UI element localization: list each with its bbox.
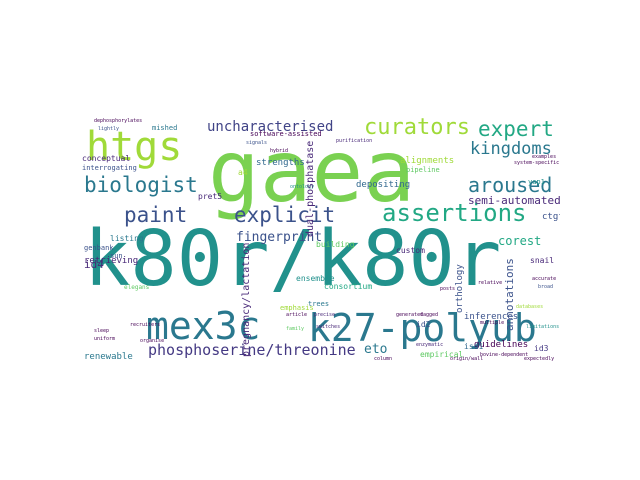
word-signals: signals bbox=[246, 140, 268, 146]
word-phosphoserine-threonine: phosphoserine/threonine bbox=[148, 341, 356, 359]
word-dephosphorylates: dephosphorylates bbox=[94, 118, 143, 124]
word-purification: purification bbox=[336, 138, 373, 144]
word-conceptual: conceptual bbox=[82, 154, 131, 163]
word-bovine-dependent: bovine-dependent bbox=[480, 352, 529, 358]
word-k27-polyub: k27-polyub bbox=[308, 306, 537, 350]
word-snail: snail bbox=[530, 256, 555, 265]
word-ensemble: ensemble bbox=[296, 274, 335, 283]
word-paint: paint bbox=[124, 203, 188, 227]
word-yap1: yap1 bbox=[528, 178, 545, 186]
word-software-assisted: software-assisted bbox=[250, 130, 322, 138]
word-gaea: gaea bbox=[208, 122, 416, 222]
word-system-specific: system-specific bbox=[514, 160, 560, 166]
word-consortium: consortium bbox=[324, 282, 373, 291]
word-aroused: aroused bbox=[468, 173, 553, 197]
word-column: column bbox=[374, 356, 393, 362]
word-examples: examples bbox=[532, 154, 557, 160]
word-sun: sun bbox=[110, 252, 123, 260]
word-family: family bbox=[286, 326, 305, 332]
word-interrogating: interrogating bbox=[82, 164, 137, 172]
word-sleep: sleep bbox=[94, 328, 110, 334]
word-biologist: biologist bbox=[84, 173, 198, 197]
word-expert: expert bbox=[478, 117, 554, 141]
word-k80r-k80r: k80r/k80r bbox=[84, 215, 502, 304]
word-multiple: multiple bbox=[480, 320, 505, 326]
word-retrieving: retrieving bbox=[84, 256, 139, 266]
word-trees: trees bbox=[308, 300, 330, 308]
word-lightly: lightly bbox=[98, 126, 120, 132]
word-cloud: gaea k80r/k80r mex3c k27-polyub htgs cur… bbox=[80, 117, 560, 367]
word-mex3c: mex3c bbox=[146, 304, 261, 348]
word-ontology: ontology bbox=[290, 184, 315, 190]
word-depositing: depositing bbox=[356, 180, 411, 190]
word-assertions: assertions bbox=[382, 199, 527, 227]
word-custom: custom bbox=[396, 246, 425, 255]
word-empirical: empirical bbox=[420, 350, 464, 359]
word-explicit: explicit bbox=[234, 203, 336, 227]
word-organise: organise bbox=[140, 338, 165, 344]
word-genbank: genbank bbox=[84, 244, 114, 252]
word-corest: corest bbox=[498, 234, 542, 248]
word-alignments: alignments bbox=[400, 156, 455, 166]
word-isd1: isd1 bbox=[464, 342, 484, 351]
word-a4: a4 bbox=[238, 168, 248, 177]
word-orthology: orthology bbox=[455, 264, 465, 313]
word-eto: eto bbox=[364, 342, 388, 357]
word-listing: listing bbox=[110, 234, 144, 243]
word-inferences: inferences bbox=[464, 312, 519, 322]
word-htgs: htgs bbox=[86, 124, 183, 170]
word-fingerprint: fingerprint bbox=[236, 230, 323, 245]
word-hybrid: hybrid bbox=[270, 148, 289, 154]
word-switches: switches bbox=[316, 324, 341, 330]
word-posts: posts bbox=[440, 286, 456, 292]
word-building: building bbox=[316, 240, 355, 249]
word-id4: id4 bbox=[84, 258, 104, 271]
word-curators: curators bbox=[364, 117, 470, 140]
word-pregnancy-lactation: pregnancy/lactation bbox=[241, 242, 252, 357]
word-uncharacterised: uncharacterised bbox=[207, 119, 334, 135]
word-ctgf: ctgf bbox=[542, 212, 560, 222]
word-origin-wall: origin/wall bbox=[450, 356, 484, 362]
word-guidelines: guidelines bbox=[474, 340, 529, 350]
word-broad: broad bbox=[538, 284, 554, 290]
word-expectedly: expectedly bbox=[524, 356, 555, 362]
word-dual-phosphatase: dual-phosphatase bbox=[305, 140, 316, 237]
word-recruiters: recruiters bbox=[130, 322, 161, 328]
word-relative: relative bbox=[478, 280, 503, 286]
word-limitations: limitations bbox=[526, 324, 560, 330]
word-article: article bbox=[286, 312, 308, 318]
word-renewable: renewable bbox=[84, 352, 133, 362]
word-tagged: tagged bbox=[420, 312, 439, 318]
word-semi-automated: semi-automated bbox=[468, 194, 560, 207]
word-databases: databases bbox=[516, 304, 544, 310]
word-mished: mished bbox=[152, 124, 178, 132]
word-kingdoms: kingdoms bbox=[470, 139, 552, 159]
word-elegans: elegans bbox=[124, 284, 150, 291]
word-accurate: accurate bbox=[532, 276, 557, 282]
word-pret5: pret5 bbox=[198, 192, 223, 201]
word-emphasis: emphasis bbox=[280, 304, 314, 312]
word-precise: precise bbox=[314, 312, 336, 318]
word-id2: id2 bbox=[416, 320, 431, 329]
word-pipeline: pipeline bbox=[406, 166, 440, 174]
word-uniform: uniform bbox=[94, 336, 116, 342]
word-generated: generated bbox=[396, 312, 424, 318]
word-enzymatic: enzymatic bbox=[416, 342, 444, 348]
word-annotations: annotations bbox=[503, 258, 516, 331]
word-id3: id3 bbox=[534, 344, 549, 353]
word-strengths: strengths bbox=[256, 158, 305, 168]
